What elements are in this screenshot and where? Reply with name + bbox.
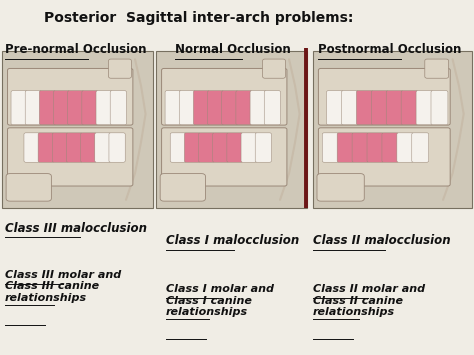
FancyBboxPatch shape bbox=[367, 133, 384, 162]
FancyBboxPatch shape bbox=[317, 174, 365, 201]
FancyBboxPatch shape bbox=[165, 91, 182, 125]
FancyBboxPatch shape bbox=[38, 133, 55, 162]
FancyBboxPatch shape bbox=[222, 91, 238, 125]
FancyBboxPatch shape bbox=[352, 133, 369, 162]
FancyBboxPatch shape bbox=[313, 51, 472, 208]
FancyBboxPatch shape bbox=[109, 133, 125, 162]
Text: Class III malocclusion: Class III malocclusion bbox=[5, 222, 147, 235]
Text: Class II molar and
Class II canine
relationships: Class II molar and Class II canine relat… bbox=[313, 284, 425, 317]
FancyBboxPatch shape bbox=[255, 133, 272, 162]
FancyBboxPatch shape bbox=[184, 133, 201, 162]
FancyBboxPatch shape bbox=[39, 91, 55, 125]
FancyBboxPatch shape bbox=[264, 91, 281, 125]
FancyBboxPatch shape bbox=[241, 133, 257, 162]
FancyBboxPatch shape bbox=[250, 91, 266, 125]
Text: Class II malocclusion: Class II malocclusion bbox=[313, 234, 450, 247]
FancyBboxPatch shape bbox=[431, 91, 448, 125]
FancyBboxPatch shape bbox=[425, 59, 448, 78]
FancyBboxPatch shape bbox=[319, 128, 450, 186]
FancyBboxPatch shape bbox=[52, 133, 69, 162]
FancyBboxPatch shape bbox=[236, 91, 252, 125]
FancyBboxPatch shape bbox=[416, 91, 433, 125]
Text: Pre-normal Occlusion: Pre-normal Occlusion bbox=[5, 43, 146, 56]
FancyBboxPatch shape bbox=[6, 174, 51, 201]
FancyBboxPatch shape bbox=[162, 69, 287, 125]
FancyBboxPatch shape bbox=[208, 91, 224, 125]
FancyBboxPatch shape bbox=[386, 91, 403, 125]
FancyBboxPatch shape bbox=[199, 133, 215, 162]
FancyBboxPatch shape bbox=[96, 91, 112, 125]
FancyBboxPatch shape bbox=[2, 51, 153, 208]
FancyBboxPatch shape bbox=[401, 91, 418, 125]
Text: Posterior  Sagittal inter-arch problems:: Posterior Sagittal inter-arch problems: bbox=[45, 11, 354, 24]
FancyBboxPatch shape bbox=[109, 59, 131, 78]
FancyBboxPatch shape bbox=[193, 91, 210, 125]
Text: Class III molar and
Class III canine
relationships: Class III molar and Class III canine rel… bbox=[5, 270, 121, 303]
Text: Postnormal Occlusion: Postnormal Occlusion bbox=[318, 43, 461, 56]
FancyBboxPatch shape bbox=[412, 133, 428, 162]
FancyBboxPatch shape bbox=[66, 133, 82, 162]
Text: Class I malocclusion: Class I malocclusion bbox=[166, 234, 299, 247]
FancyBboxPatch shape bbox=[382, 133, 399, 162]
FancyBboxPatch shape bbox=[162, 128, 287, 186]
FancyBboxPatch shape bbox=[24, 133, 40, 162]
FancyBboxPatch shape bbox=[81, 133, 97, 162]
FancyBboxPatch shape bbox=[263, 59, 285, 78]
FancyBboxPatch shape bbox=[179, 91, 195, 125]
FancyBboxPatch shape bbox=[8, 69, 133, 125]
Text: Normal Occlusion: Normal Occlusion bbox=[175, 43, 291, 56]
FancyBboxPatch shape bbox=[341, 91, 358, 125]
FancyBboxPatch shape bbox=[356, 91, 374, 125]
FancyBboxPatch shape bbox=[54, 91, 70, 125]
FancyBboxPatch shape bbox=[110, 91, 127, 125]
FancyBboxPatch shape bbox=[397, 133, 414, 162]
FancyBboxPatch shape bbox=[11, 91, 27, 125]
FancyBboxPatch shape bbox=[160, 174, 205, 201]
FancyBboxPatch shape bbox=[371, 91, 388, 125]
FancyBboxPatch shape bbox=[156, 51, 307, 208]
FancyBboxPatch shape bbox=[319, 69, 450, 125]
FancyBboxPatch shape bbox=[337, 133, 354, 162]
FancyBboxPatch shape bbox=[95, 133, 111, 162]
FancyBboxPatch shape bbox=[82, 91, 98, 125]
FancyBboxPatch shape bbox=[8, 128, 133, 186]
FancyBboxPatch shape bbox=[227, 133, 243, 162]
FancyBboxPatch shape bbox=[25, 91, 41, 125]
FancyBboxPatch shape bbox=[170, 133, 186, 162]
FancyBboxPatch shape bbox=[322, 133, 339, 162]
FancyBboxPatch shape bbox=[327, 91, 344, 125]
FancyBboxPatch shape bbox=[68, 91, 84, 125]
Text: Class I molar and
Class I canine
relationships: Class I molar and Class I canine relatio… bbox=[166, 284, 274, 317]
FancyBboxPatch shape bbox=[213, 133, 229, 162]
